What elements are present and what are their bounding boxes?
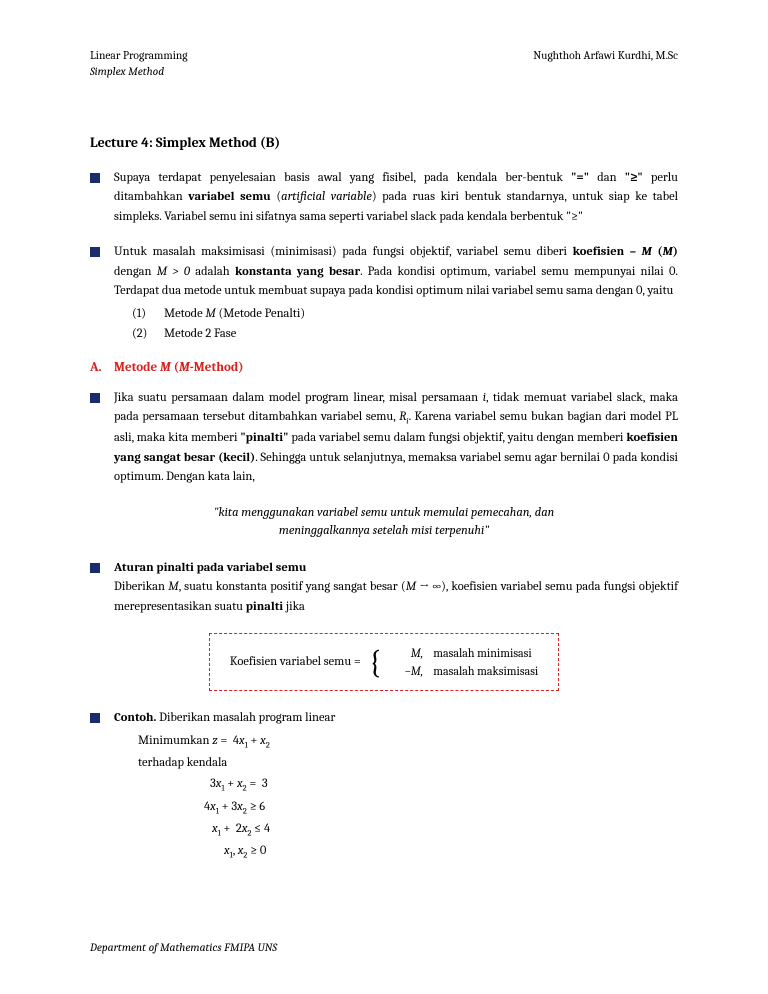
case-desc: masalah minimisasi bbox=[433, 644, 531, 662]
bullet-item: Contoh. Diberikan masalah program linear… bbox=[90, 709, 678, 864]
page-footer: Department of Mathematics FMIPA UNS bbox=[90, 941, 277, 954]
quote-line: "kita menggunakan variabel semu untuk me… bbox=[214, 506, 555, 520]
equation: 3x1 + x2 = 3 bbox=[210, 777, 268, 791]
list-text: Metode M (Metode Penalti) bbox=[164, 305, 305, 324]
text: Metode bbox=[114, 360, 160, 375]
square-bullet-icon bbox=[90, 563, 100, 573]
bullet-text: Supaya terdapat penyelesaian basis awal … bbox=[114, 169, 678, 227]
text: dan bbox=[589, 171, 625, 185]
text-bold: ( bbox=[652, 245, 663, 259]
cases-group: M, masalah minimisasi −M, masalah maksim… bbox=[389, 644, 538, 680]
quote-line: meninggalkannya setelah misi terpenuhi" bbox=[279, 524, 489, 538]
header-left: Linear Programming Simplex Method bbox=[90, 48, 188, 79]
list-number: (2) bbox=[132, 325, 164, 344]
text: jika bbox=[283, 600, 305, 614]
equation: x1 + 2x2 ≤ 4 bbox=[212, 822, 270, 836]
case-row: −M, masalah maksimisasi bbox=[389, 662, 538, 680]
text-var: M bbox=[160, 360, 171, 375]
square-bullet-icon bbox=[90, 713, 100, 723]
case-desc: masalah maksimisasi bbox=[433, 662, 538, 680]
text-bold: pinalti bbox=[246, 600, 283, 614]
text-var: M bbox=[168, 580, 178, 594]
square-bullet-icon bbox=[90, 173, 100, 183]
text: Diberikan bbox=[114, 580, 168, 594]
sub-list: (1) Metode M (Metode Penalti) (2) Metode… bbox=[114, 305, 678, 344]
text: ( bbox=[271, 190, 281, 204]
document-page: Linear Programming Simplex Method Nughth… bbox=[0, 0, 768, 994]
constraints-label: terhadap kendala bbox=[138, 756, 227, 770]
bullet-heading: Aturan pinalti pada variabel semu bbox=[114, 561, 306, 575]
text: Diberikan masalah program linear bbox=[156, 711, 335, 725]
sub-list-item: (1) Metode M (Metode Penalti) bbox=[132, 305, 678, 324]
bullet-item: Supaya terdapat penyelesaian basis awal … bbox=[90, 169, 678, 227]
bullet-text: Aturan pinalti pada variabel semu Diberi… bbox=[114, 559, 678, 617]
bullet-text: Jika suatu persamaan dalam model program… bbox=[114, 389, 678, 488]
case-row: M, masalah minimisasi bbox=[389, 644, 538, 662]
page-header: Linear Programming Simplex Method Nughth… bbox=[90, 48, 678, 79]
text: ( bbox=[171, 360, 179, 375]
example-label: Contoh. bbox=[114, 711, 156, 725]
text: -Method) bbox=[190, 360, 244, 375]
list-text: Metode 2 Fase bbox=[164, 325, 236, 344]
text: Supaya terdapat penyelesaian basis awal … bbox=[114, 171, 571, 185]
section-letter: A. bbox=[90, 360, 114, 375]
equation: x1, x2 ≥ 0 bbox=[224, 844, 266, 858]
section-heading-a: A. Metode M (M-Method) bbox=[90, 360, 678, 375]
text: adalah bbox=[190, 265, 235, 279]
text: , suatu konstanta positif yang sangat be… bbox=[179, 580, 406, 594]
bullet-item: Aturan pinalti pada variabel semu Diberi… bbox=[90, 559, 678, 617]
bullet-item: Jika suatu persamaan dalam model program… bbox=[90, 389, 678, 488]
text-bold: "=" bbox=[571, 171, 589, 185]
bullet-text: Untuk masalah maksimisasi (minimisasi) p… bbox=[114, 243, 678, 344]
section-title: Metode M (M-Method) bbox=[114, 360, 244, 375]
text-bold: "≥" bbox=[625, 171, 643, 185]
bullet-item: Untuk masalah maksimisasi (minimisasi) p… bbox=[90, 243, 678, 344]
text-bold: variabel semu bbox=[188, 190, 271, 204]
text-bold: "pinalti" bbox=[240, 431, 288, 445]
course-subtitle: Simplex Method bbox=[90, 65, 164, 78]
square-bullet-icon bbox=[90, 393, 100, 403]
author-name: Nughthoh Arfawi Kurdhi, M.Sc bbox=[533, 49, 678, 62]
text-bold: konstanta yang besar bbox=[235, 265, 360, 279]
text-italic: artificial variable bbox=[281, 190, 372, 204]
case-value: −M, bbox=[389, 662, 423, 680]
text: Untuk masalah maksimisasi (minimisasi) p… bbox=[114, 245, 573, 259]
sub-list-item: (2) Metode 2 Fase bbox=[132, 325, 678, 344]
text-math: M > 0 bbox=[157, 265, 190, 279]
square-bullet-icon bbox=[90, 247, 100, 257]
text-bold: koefisien – bbox=[573, 245, 642, 259]
formula-box: Koefisien variabel semu = { M, masalah m… bbox=[209, 633, 560, 691]
constraints-list: 3x1 + x2 = 3 4x1 + 3x2 ≥ 6 x1 + 2x2 ≤ 4 … bbox=[138, 774, 678, 864]
text-var: Ri bbox=[399, 410, 409, 424]
left-brace-icon: { bbox=[369, 653, 381, 672]
lecture-title: Lecture 4: Simplex Method (B) bbox=[90, 134, 678, 151]
bullet-text: Contoh. Diberikan masalah program linear… bbox=[114, 709, 678, 864]
equation: 4x1 + 3x2 ≥ 6 bbox=[204, 800, 265, 814]
text: dengan bbox=[114, 265, 157, 279]
formula-label: Koefisien variabel semu = bbox=[230, 655, 361, 669]
text-bold: ) bbox=[673, 245, 678, 259]
header-right: Nughthoh Arfawi Kurdhi, M.Sc bbox=[533, 48, 678, 79]
objective-line: Minimumkan z = 4x1 + x2 bbox=[138, 734, 270, 748]
text-math: M → ∞ bbox=[406, 580, 441, 594]
italic-quote: "kita menggunakan variabel semu untuk me… bbox=[90, 504, 678, 542]
course-name: Linear Programming bbox=[90, 49, 188, 62]
text-var: M bbox=[642, 245, 652, 259]
list-number: (1) bbox=[132, 305, 164, 324]
text: pada variabel semu dalam fungsi objektif… bbox=[288, 431, 626, 445]
text: Jika suatu persamaan dalam model program… bbox=[114, 391, 483, 405]
text-var: M bbox=[663, 245, 673, 259]
text-var: M bbox=[179, 360, 190, 375]
example-problem: Minimumkan z = 4x1 + x2 terhadap kendala… bbox=[114, 731, 678, 864]
case-value: M, bbox=[389, 644, 423, 662]
